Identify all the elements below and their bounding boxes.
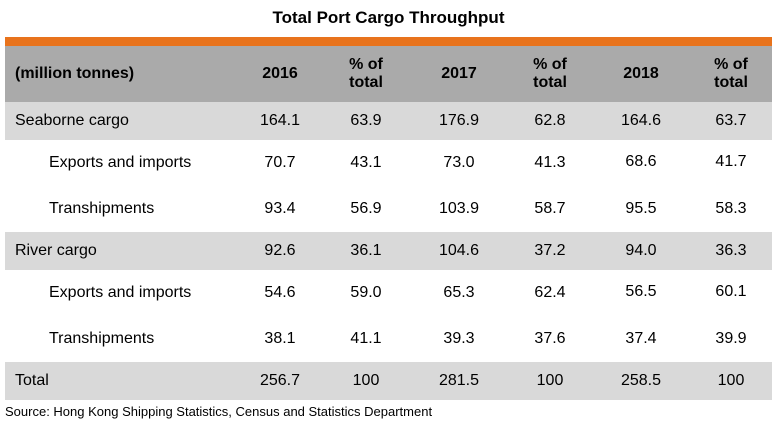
value-2016: 38.1 bbox=[264, 330, 296, 347]
pct-2017: 100 bbox=[536, 372, 564, 389]
pct-2016: 59.0 bbox=[350, 284, 382, 301]
value-2017: 281.5 bbox=[438, 372, 480, 389]
pct-2017: 62.8 bbox=[534, 112, 566, 129]
value-2016: 92.6 bbox=[264, 242, 296, 259]
table-row-river-cargo: River cargo 92.6 36.1 104.6 37.2 94.0 36… bbox=[5, 232, 772, 270]
pct-2018: 58.3 bbox=[715, 200, 747, 217]
pct-2018: 63.7 bbox=[715, 112, 747, 129]
accent-bar bbox=[5, 37, 772, 46]
value-2017: 176.9 bbox=[438, 112, 480, 129]
table-title: Total Port Cargo Throughput bbox=[272, 8, 505, 27]
pct-2017: 37.6 bbox=[534, 330, 566, 347]
pct-2016: 41.1 bbox=[350, 330, 382, 347]
value-2016: 164.1 bbox=[259, 112, 301, 129]
value-2018: 258.5 bbox=[620, 372, 662, 389]
pct-2016: 63.9 bbox=[350, 112, 382, 129]
header-unit-label: (million tonnes) bbox=[15, 65, 135, 82]
header-pct-2018: % of total bbox=[714, 56, 748, 91]
row-label: River cargo bbox=[15, 242, 97, 259]
value-2017: 103.9 bbox=[438, 200, 480, 217]
pct-2016: 36.1 bbox=[350, 242, 382, 259]
value-2016: 256.7 bbox=[259, 372, 301, 389]
value-2017: 73.0 bbox=[443, 154, 475, 171]
pct-2016: 100 bbox=[352, 372, 380, 389]
value-2016: 54.6 bbox=[264, 284, 296, 301]
value-2018: 68.6 bbox=[625, 153, 657, 170]
table-row-river-exports-imports: Exports and imports 54.6 59.0 65.3 62.4 … bbox=[5, 270, 772, 316]
pct-2016: 56.9 bbox=[350, 200, 382, 217]
value-2017: 104.6 bbox=[438, 242, 480, 259]
pct-2017: 62.4 bbox=[534, 284, 566, 301]
value-2018: 95.5 bbox=[625, 200, 657, 217]
pct-2016: 43.1 bbox=[350, 154, 382, 171]
table-row-total: Total 256.7 100 281.5 100 258.5 100 bbox=[5, 362, 772, 400]
header-2016: 2016 bbox=[262, 65, 298, 82]
pct-2017: 37.2 bbox=[534, 242, 566, 259]
value-2016: 70.7 bbox=[264, 154, 296, 171]
source-note: Source: Hong Kong Shipping Statistics, C… bbox=[5, 404, 433, 419]
table-row-river-transhipments: Transhipments 38.1 41.1 39.3 37.6 37.4 3… bbox=[5, 316, 772, 362]
pct-2018: 100 bbox=[717, 372, 745, 389]
row-label: Exports and imports bbox=[49, 284, 192, 301]
row-label: Exports and imports bbox=[49, 154, 192, 171]
row-label: Total bbox=[15, 372, 49, 389]
table-row-seaborne-exports-imports: Exports and imports 70.7 43.1 73.0 41.3 … bbox=[5, 140, 772, 186]
pct-2018: 60.1 bbox=[715, 283, 747, 300]
row-label: Transhipments bbox=[49, 200, 155, 217]
table-row-seaborne-cargo: Seaborne cargo 164.1 63.9 176.9 62.8 164… bbox=[5, 102, 772, 140]
row-label: Transhipments bbox=[49, 330, 155, 347]
value-2017: 65.3 bbox=[443, 284, 475, 301]
header-2018: 2018 bbox=[623, 65, 659, 82]
row-label: Seaborne cargo bbox=[15, 112, 129, 129]
header-pct-2016: % of total bbox=[349, 56, 383, 91]
value-2018: 56.5 bbox=[625, 283, 657, 300]
pct-2017: 41.3 bbox=[534, 154, 566, 171]
cargo-throughput-table: (million tonnes) 2016 % of total 2017 % o… bbox=[5, 46, 772, 400]
header-pct-2017: % of total bbox=[533, 56, 567, 91]
pct-2018: 41.7 bbox=[715, 153, 747, 170]
table-header-row: (million tonnes) 2016 % of total 2017 % o… bbox=[5, 46, 772, 102]
value-2016: 93.4 bbox=[264, 200, 296, 217]
pct-2018: 36.3 bbox=[715, 242, 747, 259]
value-2017: 39.3 bbox=[443, 330, 475, 347]
value-2018: 164.6 bbox=[620, 112, 662, 129]
pct-2017: 58.7 bbox=[534, 200, 566, 217]
pct-2018: 39.9 bbox=[715, 330, 747, 347]
table-row-seaborne-transhipments: Transhipments 93.4 56.9 103.9 58.7 95.5 … bbox=[5, 186, 772, 232]
value-2018: 94.0 bbox=[625, 242, 657, 259]
value-2018: 37.4 bbox=[625, 330, 657, 347]
header-2017: 2017 bbox=[441, 65, 477, 82]
